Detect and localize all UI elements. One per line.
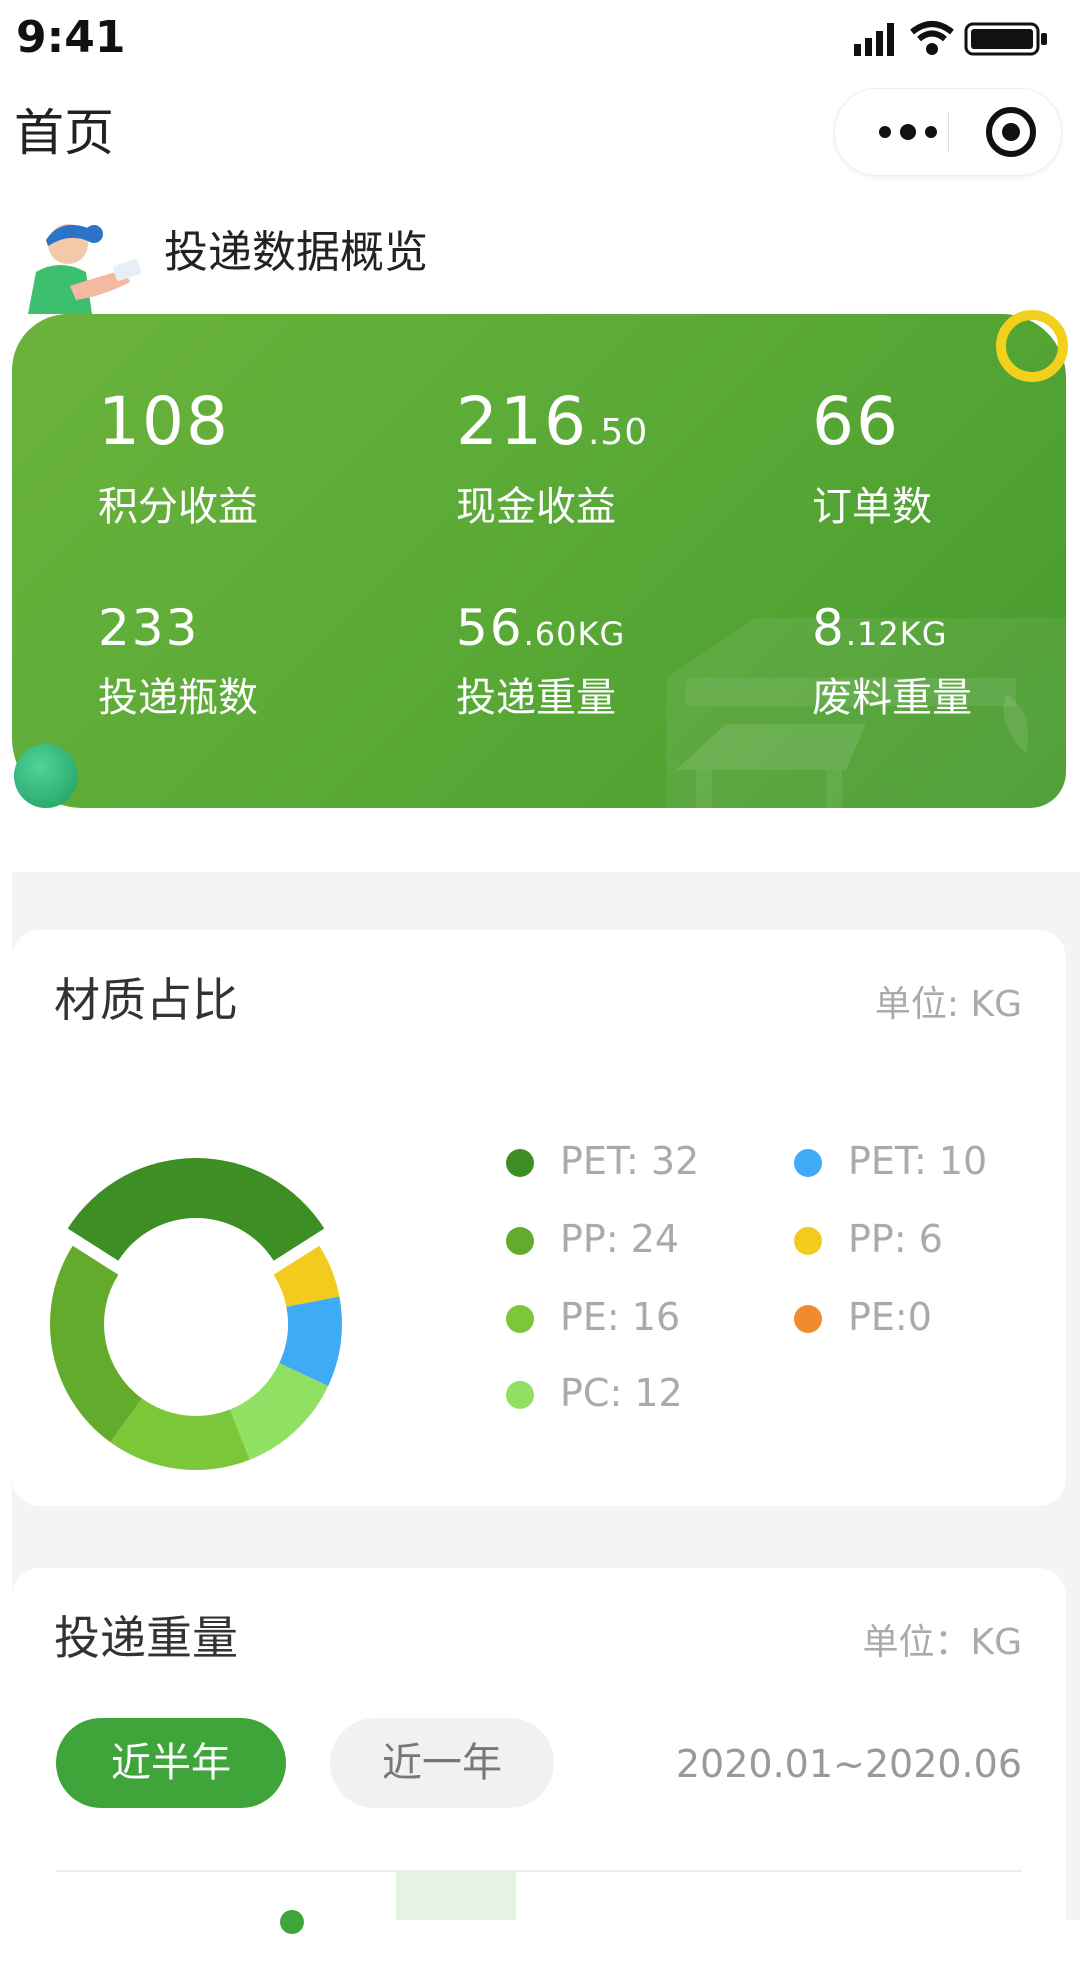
stat-weight: 56.60KG 投递重量 <box>456 596 625 726</box>
stat-label: 现金收益 <box>456 484 616 530</box>
house-decoration <box>666 618 1066 808</box>
capsule-divider <box>948 111 949 153</box>
legend-dot <box>506 1381 534 1409</box>
legend-dot <box>794 1227 822 1255</box>
material-title: 材质占比 <box>54 973 238 1027</box>
legend-text: PC: 12 <box>560 1371 683 1415</box>
donut-slice-pet-4 <box>279 1296 342 1387</box>
donut-slice-pet-0 <box>67 1158 325 1261</box>
status-icons <box>854 21 1047 56</box>
more-icon[interactable] <box>863 89 953 175</box>
close-target-icon[interactable] <box>967 89 1057 175</box>
stat-value: 8.12KG <box>812 599 948 657</box>
chart-point <box>280 1910 304 1934</box>
stat-value: 66 <box>812 383 900 460</box>
mini-program-capsule <box>834 88 1062 176</box>
stat-label: 积分收益 <box>98 484 258 530</box>
stat-cash: 216.50 现金收益 <box>456 382 648 535</box>
stat-label: 投递重量 <box>456 675 616 721</box>
weight-title: 投递重量 <box>54 1611 238 1665</box>
stat-label: 废料重量 <box>812 675 972 721</box>
stat-waste-weight: 8.12KG 废料重量 <box>812 596 972 726</box>
legend-text: PP: 24 <box>560 1217 680 1261</box>
chart-baseline <box>56 1870 1022 1872</box>
donut-highlight-label: 32% <box>202 1103 286 1147</box>
legend-text: PE: 16 <box>560 1295 681 1339</box>
decorative-ball <box>14 744 78 808</box>
delivery-person-illustration <box>28 224 142 314</box>
overview-title: 投递数据概览 <box>164 227 428 278</box>
chart-bar-highlight <box>396 1870 516 1920</box>
legend-dot <box>506 1149 534 1177</box>
stat-value: 233 <box>98 599 200 657</box>
page-title: 首页 <box>14 104 114 162</box>
donut-slice-pe-2 <box>110 1398 250 1470</box>
legend-text: PET: 10 <box>848 1139 988 1183</box>
material-unit: 单位: KG <box>874 984 1022 1025</box>
legend-text: PET: 32 <box>560 1139 700 1183</box>
donut-slice-pp-5 <box>273 1245 340 1307</box>
stat-bottles: 233 投递瓶数 <box>98 596 258 726</box>
stat-label: 订单数 <box>812 484 932 530</box>
stat-value: 216.50 <box>456 383 649 460</box>
donut-slice-pp-1 <box>50 1245 142 1443</box>
legend-text: PE:0 <box>848 1295 932 1339</box>
legend-dot <box>506 1305 534 1333</box>
material-donut-chart: 32% <box>50 1103 342 1470</box>
wifi-icon <box>910 21 954 55</box>
status-time: 9:41 <box>16 12 126 63</box>
signal-icon <box>854 23 894 56</box>
one-year-button[interactable]: 近一年 <box>330 1718 554 1808</box>
stat-value: 108 <box>98 383 230 460</box>
stat-points: 108 积分收益 <box>98 382 258 535</box>
stat-value: 56.60KG <box>456 599 626 657</box>
date-range: 2020.01~2020.06 <box>675 1742 1022 1786</box>
weight-unit: 单位：KG <box>862 1622 1022 1663</box>
battery-icon <box>964 22 1047 56</box>
legend-dot <box>506 1227 534 1255</box>
stat-orders: 66 订单数 <box>812 382 932 535</box>
half-year-button[interactable]: 近半年 <box>56 1718 286 1808</box>
legend-dot <box>794 1149 822 1177</box>
overview-card: 108 积分收益 216.50 现金收益 66 订单数 233 投递瓶数 56.… <box>12 314 1066 808</box>
stat-label: 投递瓶数 <box>98 675 258 721</box>
donut-slice-pc-3 <box>229 1363 329 1460</box>
decorative-ring <box>996 310 1068 382</box>
legend-text: PP: 6 <box>848 1217 943 1261</box>
legend-dot <box>794 1305 822 1333</box>
